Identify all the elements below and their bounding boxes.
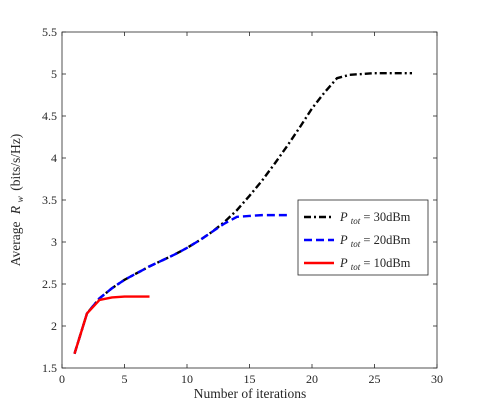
x-tick-label: 5 [122, 372, 128, 386]
y-tick-label: 4.5 [42, 109, 57, 123]
y-axis-label-main: Average [8, 221, 23, 266]
series-layer [73, 71, 412, 355]
legend-entry-10dbm: P tot = 10dBm [304, 256, 411, 273]
ticks-layer: 0 5 10 15 20 25 30 1.5 2 2.5 3 3.5 4 4.5 5 5.5 [42, 25, 443, 386]
x-tick-label: 15 [244, 372, 256, 386]
series-line-2 [73, 295, 150, 355]
y-axis-label-sub: w [16, 196, 26, 203]
y-axis-label: Average R w (bits/s/Hz) [8, 134, 26, 266]
y-tick-label: 1.5 [42, 361, 57, 375]
x-tick-label: 20 [306, 372, 318, 386]
y-axis-label-unit: (bits/s/Hz) [8, 134, 23, 191]
legend-label-10dbm: P tot = 10dBm [339, 256, 411, 273]
y-tick-label: 3.5 [42, 193, 57, 207]
x-tick-label: 30 [431, 372, 443, 386]
legend-entry-30dbm: P tot = 30dBm [304, 210, 411, 227]
y-tick-label: 2 [51, 319, 57, 333]
x-tick-label: 25 [369, 372, 381, 386]
legend-entry-20dbm: P tot = 20dBm [304, 233, 411, 250]
y-tick-label: 2.5 [42, 277, 57, 291]
legend-label-30dbm: P tot = 30dBm [339, 210, 411, 227]
x-tick-label: 10 [181, 372, 193, 386]
y-tick-label: 5.5 [42, 25, 57, 39]
x-axis-label: Number of iterations [194, 386, 306, 401]
y-axis-label-var: R [8, 205, 23, 215]
y-tick-label: 5 [51, 67, 57, 81]
x-tick-label: 0 [59, 372, 65, 386]
y-tick-label: 3 [51, 235, 57, 249]
y-tick-label: 4 [51, 151, 57, 165]
legend: P tot = 30dBm P tot = 20dBm P tot = 10dB… [297, 199, 429, 276]
legend-label-20dbm: P tot = 20dBm [339, 233, 411, 250]
series-line-1 [73, 213, 287, 355]
